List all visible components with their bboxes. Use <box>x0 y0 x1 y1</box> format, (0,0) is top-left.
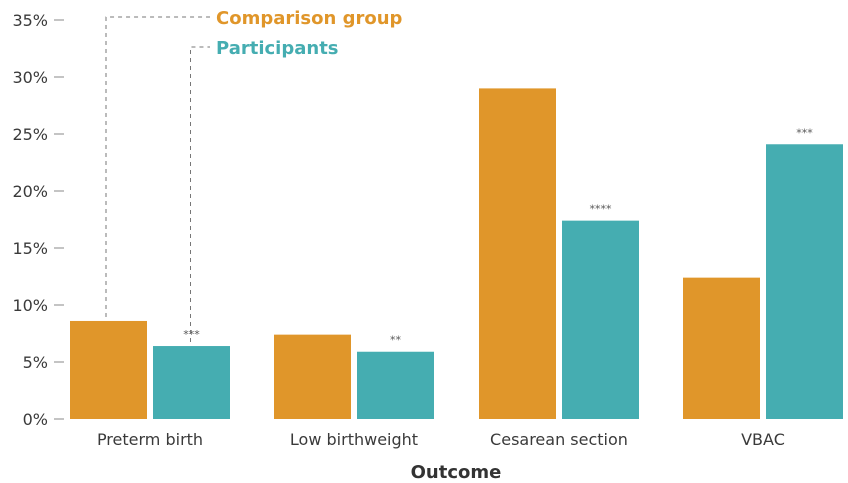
legend: Comparison group Participants <box>105 8 403 343</box>
y-tick-label: 35% <box>12 11 48 30</box>
significance-label: *** <box>183 328 200 341</box>
legend-leader-line <box>190 46 210 343</box>
bar-participants <box>766 144 843 419</box>
y-tick-label: 0% <box>23 410 48 429</box>
category-label: Cesarean section <box>490 430 628 449</box>
y-tick-label: 5% <box>23 353 48 372</box>
category-labels: Preterm birth Low birthweight Cesarean sec… <box>97 430 785 449</box>
significance-label: **** <box>590 203 613 216</box>
category-label: Low birthweight <box>290 430 418 449</box>
y-tick-label: 15% <box>12 239 48 258</box>
bar-comparison <box>683 277 760 419</box>
bar-participants <box>357 351 434 419</box>
x-axis-label: Outcome <box>411 462 502 483</box>
bar-comparison <box>274 334 351 419</box>
legend-label-comparison: Comparison group <box>216 8 403 29</box>
y-tick-label: 10% <box>12 296 48 315</box>
bar-comparison <box>479 88 556 420</box>
y-axis: 0% 5% 10% 15% 20% 25% 30% 35% <box>12 11 64 429</box>
bar-participants <box>562 220 639 419</box>
bars <box>70 88 843 420</box>
y-tick-label: 20% <box>12 182 48 201</box>
legend-leader-line <box>105 16 210 317</box>
significance-labels: *** ********* <box>183 126 813 346</box>
category-label: VBAC <box>741 430 785 449</box>
bar-participants <box>153 346 230 419</box>
legend-label-participants: Participants <box>216 38 339 59</box>
y-tick-label: 30% <box>12 68 48 87</box>
y-tick-label: 25% <box>12 125 48 144</box>
significance-label: ** <box>390 334 402 347</box>
category-label: Preterm birth <box>97 430 203 449</box>
bar-comparison <box>70 320 147 419</box>
significance-label: *** <box>796 126 813 139</box>
